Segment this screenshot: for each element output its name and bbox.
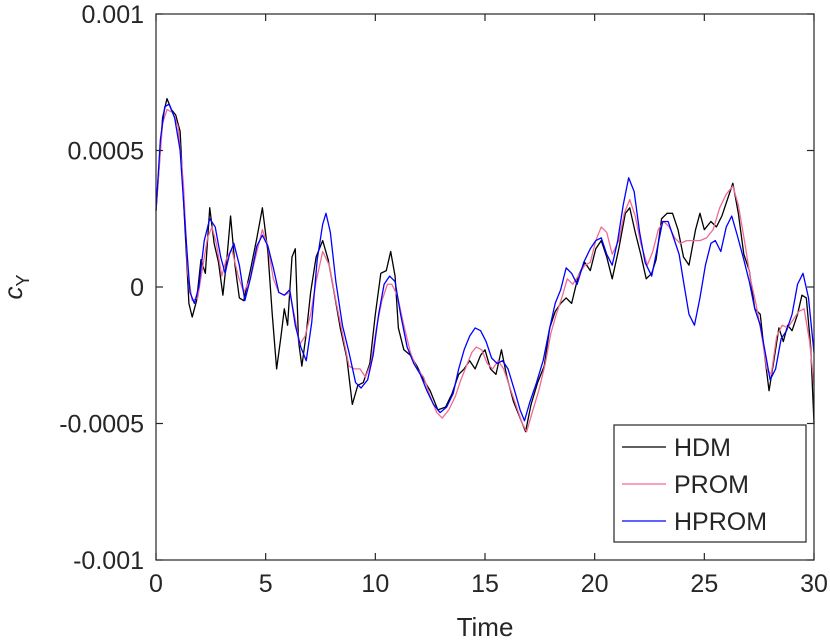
y-axis-label: cY	[0, 274, 33, 299]
series-line-prom	[155, 108, 815, 433]
x-tick-label: 20	[581, 570, 609, 598]
y-tick-label: 0	[130, 274, 144, 302]
y-axis-label-subscript: Y	[13, 274, 33, 286]
x-tick-label: 5	[259, 570, 273, 598]
tick-layer: 0 5 10 15 20 25 30 -0.001 -0.0005 0 0.0005 0.001	[59, 1, 828, 598]
x-tick-label: 10	[361, 570, 389, 598]
x-axis-label: Time	[457, 612, 514, 640]
y-tick-label: 0.0005	[68, 138, 144, 166]
legend-label: HPROM	[674, 508, 767, 536]
x-tick-label: 15	[471, 570, 499, 598]
x-tick-label: 25	[690, 570, 718, 598]
series-line-hprom	[155, 103, 815, 422]
legend-label: PROM	[674, 471, 749, 499]
y-tick-label: -0.0005	[59, 411, 144, 439]
y-axis-label-base: c	[0, 287, 28, 300]
x-tick-label: 30	[800, 570, 828, 598]
y-tick-label: -0.001	[73, 547, 144, 575]
x-tick-label: 0	[149, 570, 163, 598]
legend: HDM PROM HPROM	[613, 424, 807, 543]
series-layer	[155, 97, 815, 433]
y-tick-label: 0.001	[81, 1, 144, 29]
plot-area: 0 5 10 15 20 25 30 -0.001 -0.0005 0 0.0005 0.001	[59, 1, 828, 598]
legend-label: HDM	[674, 434, 731, 462]
series-line-hdm	[155, 97, 815, 433]
